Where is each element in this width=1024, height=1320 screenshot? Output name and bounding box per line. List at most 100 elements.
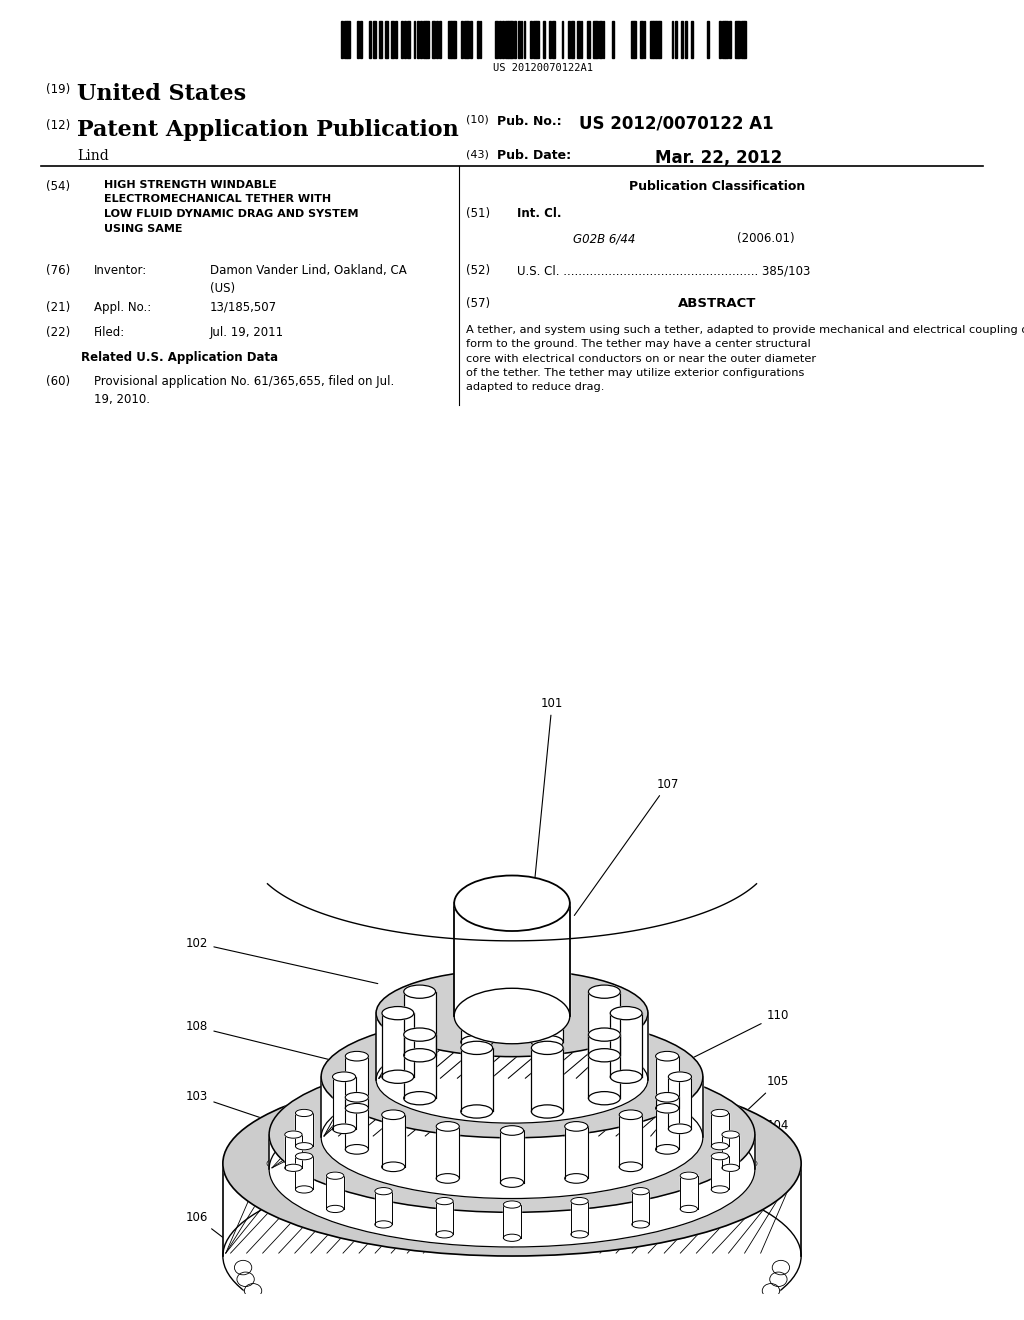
Text: Mar. 22, 2012: Mar. 22, 2012 [655,149,782,168]
Ellipse shape [267,1159,283,1168]
Polygon shape [610,1014,642,1077]
Bar [455,21,456,58]
Text: Related U.S. Application Data: Related U.S. Application Data [81,351,278,364]
Ellipse shape [327,1123,344,1130]
Bar [549,21,552,58]
Text: Patent Application Publication: Patent Application Publication [77,119,459,141]
Ellipse shape [501,1071,523,1080]
Ellipse shape [712,1143,728,1150]
Text: 13/185,507: 13/185,507 [210,301,278,314]
Ellipse shape [434,1228,443,1243]
Bar [735,21,738,58]
Ellipse shape [680,1123,697,1130]
Ellipse shape [589,985,621,998]
Bar [479,21,481,58]
Polygon shape [504,1065,520,1098]
Polygon shape [564,1126,588,1179]
Text: (22): (22) [46,326,71,339]
Ellipse shape [504,1061,520,1068]
Bar [729,21,731,58]
Ellipse shape [589,1048,621,1061]
Ellipse shape [581,1228,590,1243]
Bar [672,21,674,58]
Ellipse shape [722,1164,739,1171]
Text: Filed:: Filed: [94,326,126,339]
Polygon shape [589,1035,621,1098]
Bar [511,21,513,58]
Bar [470,21,472,58]
Ellipse shape [322,1076,702,1199]
Text: (60): (60) [46,375,71,388]
Polygon shape [375,1191,392,1225]
Polygon shape [501,1130,523,1183]
Ellipse shape [564,1022,588,1032]
Polygon shape [564,1027,588,1080]
Text: (12): (12) [46,119,71,132]
Text: US 2012/0070122 A1: US 2012/0070122 A1 [579,115,773,133]
Ellipse shape [273,1305,291,1320]
Bar [612,21,613,58]
Bar [449,21,451,58]
Ellipse shape [680,1090,697,1097]
Ellipse shape [375,1074,392,1081]
Bar [631,21,634,58]
Ellipse shape [655,1104,679,1113]
Text: U.S. Cl. .................................................... 385/103: U.S. Cl. ...............................… [517,264,810,277]
Ellipse shape [570,1064,588,1072]
Ellipse shape [403,1028,435,1041]
Ellipse shape [680,1205,697,1213]
Bar [675,21,677,58]
Ellipse shape [313,1203,328,1214]
Text: Appl. No.:: Appl. No.: [94,301,152,314]
Ellipse shape [403,1048,435,1061]
Ellipse shape [733,1305,751,1320]
Ellipse shape [436,1173,460,1183]
Text: (76): (76) [46,264,71,277]
Ellipse shape [531,1041,563,1055]
Ellipse shape [741,1159,757,1168]
Ellipse shape [722,1131,739,1138]
Polygon shape [436,1201,454,1234]
Text: G02B 6/44: G02B 6/44 [573,232,636,246]
Polygon shape [680,1176,697,1209]
Ellipse shape [655,1144,679,1154]
Bar [401,21,403,58]
Ellipse shape [712,1109,728,1117]
Bar [394,21,397,58]
Bar [423,21,426,58]
Ellipse shape [375,1221,392,1228]
Polygon shape [296,1113,312,1146]
Text: 104: 104 [757,1119,788,1150]
Bar [643,21,645,58]
Ellipse shape [610,1071,642,1084]
Ellipse shape [234,1261,252,1275]
Ellipse shape [564,1122,588,1131]
Ellipse shape [632,1107,649,1115]
Ellipse shape [322,1015,702,1138]
Polygon shape [436,1027,460,1080]
Ellipse shape [345,1104,369,1113]
Ellipse shape [367,1218,379,1232]
Ellipse shape [507,1232,517,1247]
Bar [370,21,372,58]
Ellipse shape [376,970,648,1056]
Bar [568,21,569,58]
Ellipse shape [730,1181,745,1192]
Ellipse shape [436,1098,454,1105]
Bar [508,21,511,58]
Text: (10): (10) [466,115,488,125]
Ellipse shape [632,1074,649,1081]
Bar [432,21,434,58]
Ellipse shape [296,1143,312,1150]
Ellipse shape [455,989,569,1044]
Polygon shape [680,1093,697,1127]
Bar [452,21,455,58]
Bar [741,21,743,58]
Bar [593,21,596,58]
Bar [414,21,416,58]
Ellipse shape [620,1086,642,1096]
Ellipse shape [696,1203,711,1214]
Bar [347,21,349,58]
Bar [530,21,532,58]
Bar [543,21,545,58]
